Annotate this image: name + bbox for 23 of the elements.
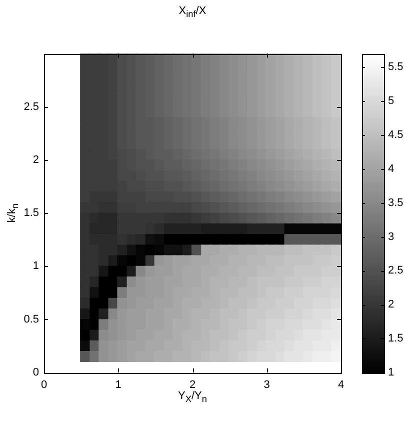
x-tick-label: 3 (264, 379, 270, 392)
color-bar-label: 5 (388, 95, 394, 108)
color-bar-label: 1.5 (388, 332, 404, 345)
y-tick-label: 1.5 (24, 207, 39, 220)
color-bar-label: 5.5 (388, 61, 404, 74)
x-axis-title: Y$_{X}$/Y$_{n}$ (177, 390, 208, 407)
y-tick-label: 0.5 (24, 313, 39, 326)
color-bar-label: 4.5 (388, 129, 404, 142)
y-tick-label: 0 (32, 366, 39, 378)
color-bar-label: 1 (388, 366, 394, 378)
color-bar-label: 4 (388, 162, 394, 175)
color-bar-label: 2.5 (388, 264, 404, 277)
color-bar-label: 3.5 (388, 196, 404, 209)
y-tick-label: 2 (32, 154, 39, 166)
chart-title: X$_{inf}$/X (178, 5, 208, 22)
x-tick-label: 4 (338, 379, 344, 392)
color-bar-label: 3 (388, 230, 394, 243)
x-tick-label: 2 (189, 379, 196, 392)
y-tick-label: 2.5 (24, 100, 39, 113)
x-tick-label: 1 (115, 379, 122, 392)
x-tick-label: 0 (40, 379, 48, 392)
y-tick-label: 1 (32, 260, 39, 272)
color-bar-label: 2 (388, 298, 394, 311)
